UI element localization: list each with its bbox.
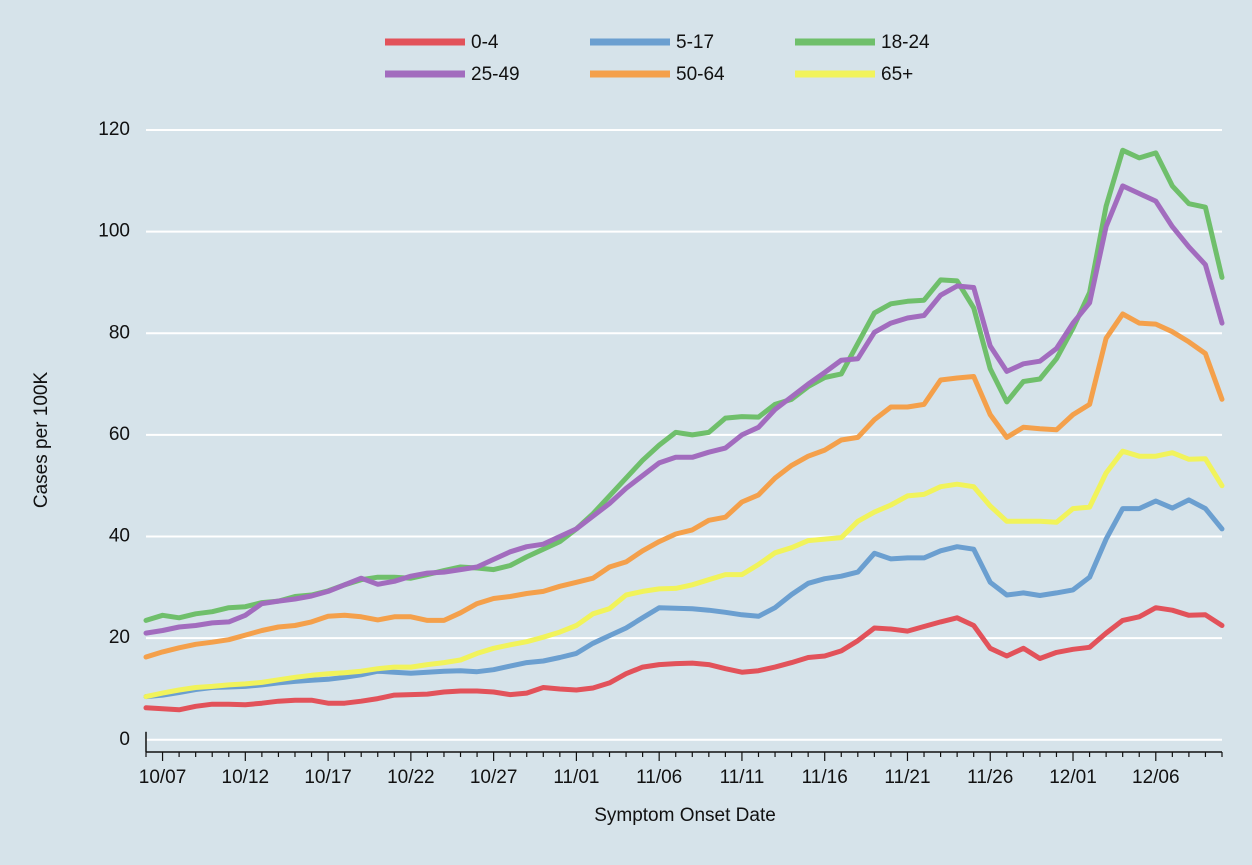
x-tick-label: 12/01 <box>1049 767 1097 788</box>
x-axis-label: Symptom Onset Date <box>594 805 776 826</box>
y-axis-label: Cases per 100K <box>31 372 52 509</box>
legend-label: 65+ <box>881 64 913 85</box>
x-tick-label: 11/11 <box>720 767 765 788</box>
x-tick-label: 10/22 <box>387 767 435 788</box>
y-tick-label: 40 <box>109 526 130 547</box>
y-tick-label: 100 <box>98 221 130 242</box>
series-line <box>143 605 1225 713</box>
x-tick-label: 11/26 <box>967 767 1013 788</box>
y-tick-label: 0 <box>119 729 130 750</box>
x-tick-label: 12/06 <box>1132 767 1180 788</box>
x-tick-label: 11/01 <box>553 767 599 788</box>
y-tick-label: 20 <box>109 627 130 648</box>
y-tick-label: 80 <box>109 322 130 343</box>
x-tick-label: 10/12 <box>222 767 270 788</box>
legend-label: 18-24 <box>881 32 930 53</box>
legend-label: 25-49 <box>471 64 520 85</box>
series-line <box>143 183 1225 636</box>
y-tick-label: 120 <box>98 119 130 140</box>
series-line <box>143 311 1225 660</box>
x-tick-label: 10/07 <box>139 767 187 788</box>
x-tick-label: 11/16 <box>802 767 848 788</box>
legend-label: 5-17 <box>676 32 714 53</box>
x-tick-label: 10/17 <box>304 767 352 788</box>
series-line <box>143 448 1225 700</box>
legend-label: 50-64 <box>676 64 725 85</box>
legend-label: 0-4 <box>471 32 499 53</box>
series-line <box>143 497 1225 700</box>
x-tick-label: 11/06 <box>636 767 682 788</box>
y-tick-label: 60 <box>109 424 130 445</box>
x-tick-label: 10/27 <box>470 767 518 788</box>
x-tick-label: 11/21 <box>884 767 930 788</box>
